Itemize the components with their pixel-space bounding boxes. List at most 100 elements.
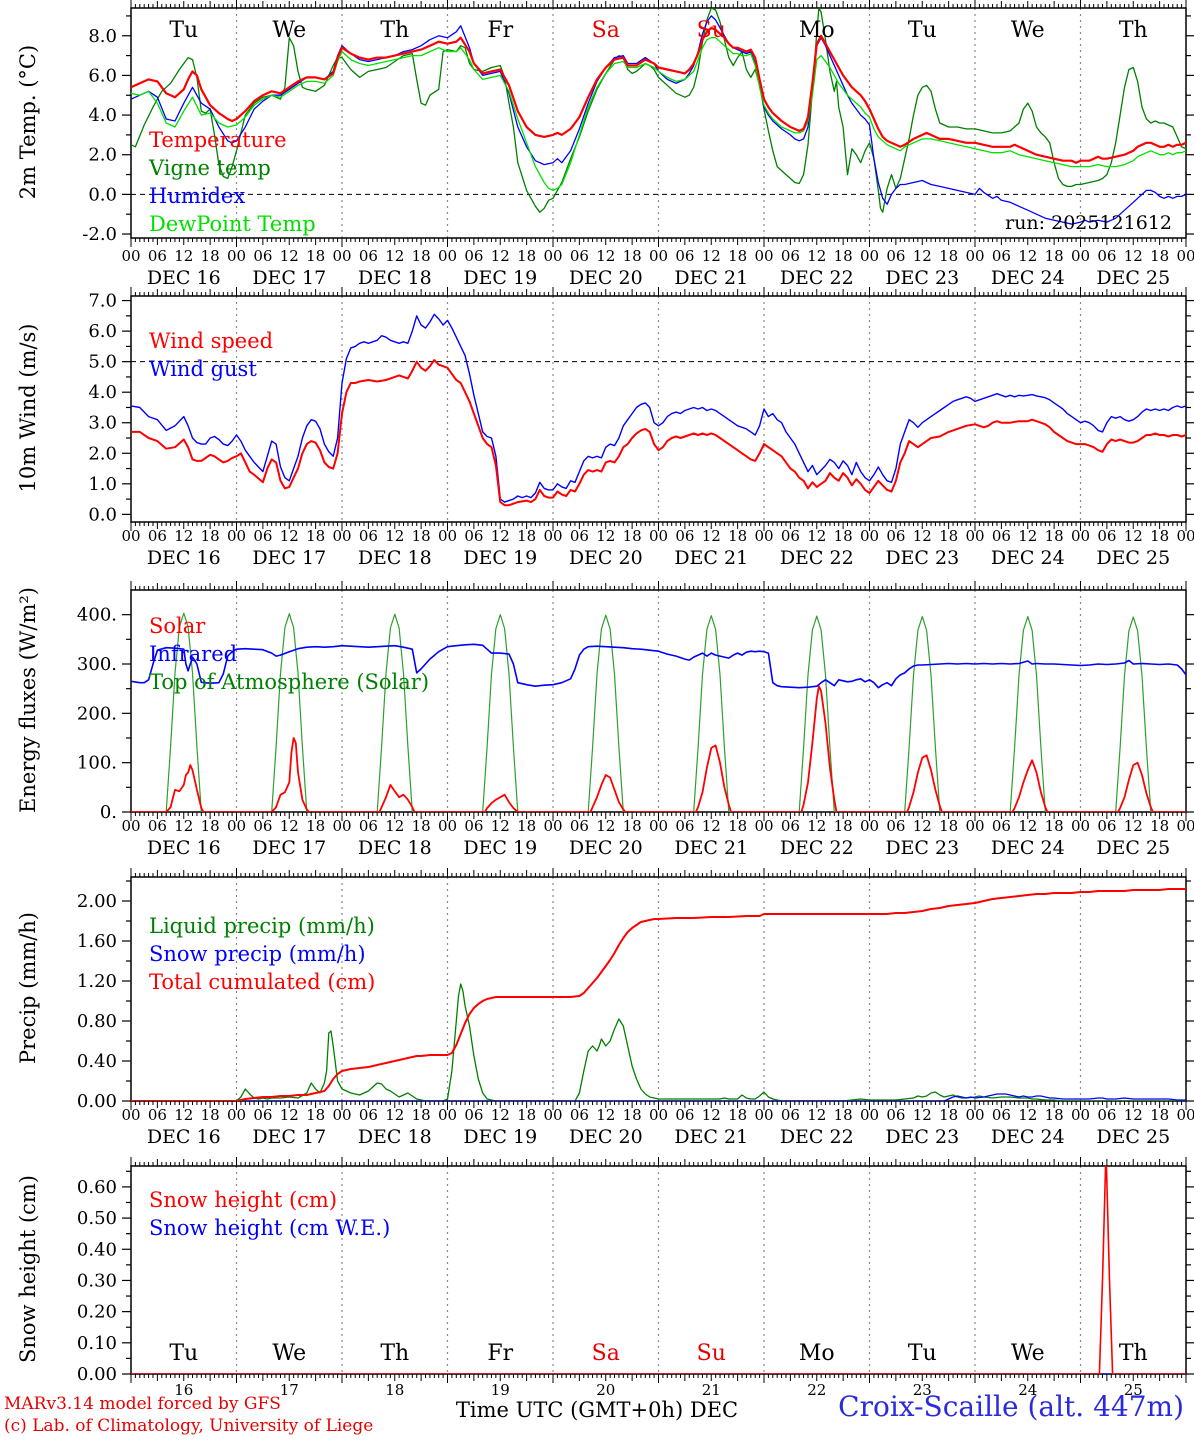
hour-tick-label: 18: [1045, 817, 1064, 835]
hour-tick-label: 18: [517, 1106, 536, 1124]
date-label: DEC 19: [463, 837, 537, 859]
hour-tick-label: 12: [280, 1106, 299, 1124]
dow-label: We: [1011, 18, 1045, 43]
date-label: DEC 22: [780, 837, 854, 859]
hour-tick-label: 12: [596, 527, 615, 545]
y-tick-label: 1.60: [77, 931, 117, 952]
hour-tick-label: 00: [332, 527, 351, 545]
legend-energy-1: Infrared: [149, 642, 237, 666]
hour-tick-label: 18: [412, 1106, 431, 1124]
hour-tick-label: 00: [332, 247, 351, 265]
date-label: DEC 20: [569, 837, 643, 859]
dow-label: We: [272, 18, 306, 43]
hour-tick-label: 18: [623, 527, 642, 545]
hour-tick-label: 00: [227, 247, 246, 265]
y-tick-label: 6.0: [88, 321, 117, 342]
hour-tick-label: 00: [1071, 817, 1090, 835]
hour-tick-label: 00: [1071, 247, 1090, 265]
date-label: DEC 21: [674, 837, 748, 859]
panel-wind: 0.0 1.0 2.0 3.0 4.0 5.0 6.0 7.0 Wind speed Wind g…: [88, 287, 1194, 569]
y-tick-label: 7.0: [88, 291, 117, 312]
day-number-label: 20: [596, 1381, 615, 1399]
y-tick-label: 0.0: [88, 184, 117, 205]
hour-tick-label: 06: [464, 247, 483, 265]
hour-tick-label: 00: [121, 247, 140, 265]
hour-tick-label: 00: [121, 1106, 140, 1124]
hour-tick-label: 00: [1176, 247, 1194, 265]
hour-tick-label: 12: [491, 247, 510, 265]
date-label: DEC 20: [569, 547, 643, 569]
hour-tick-label: 06: [992, 1106, 1011, 1124]
panel-frame: [130, 295, 1187, 523]
hour-tick-label: 12: [807, 247, 826, 265]
date-label: DEC 19: [463, 1126, 537, 1148]
y-tick-label: 8.0: [88, 26, 117, 47]
date-label: DEC 17: [252, 267, 326, 289]
dow-label: Tu: [908, 1341, 937, 1366]
day-number-label: 25: [1124, 1381, 1143, 1399]
hour-tick-label: 06: [992, 247, 1011, 265]
y-tick-label: 0.00: [77, 1364, 117, 1385]
hour-tick-label: 12: [702, 527, 721, 545]
legend-precip-0: Liquid precip (mm/h): [149, 914, 375, 938]
hour-tick-label: 06: [148, 247, 167, 265]
y-tick-label: 0.40: [77, 1239, 117, 1260]
hour-tick-label: 18: [412, 817, 431, 835]
hour-tick-label: 18: [939, 1106, 958, 1124]
hour-tick-label: 18: [412, 247, 431, 265]
panel-snow: 0.00 0.10 0.20 0.30 0.40 0.50 0.60 Snow height …: [77, 1157, 1194, 1399]
date-label: DEC 23: [885, 267, 959, 289]
hour-tick-label: 12: [913, 817, 932, 835]
series-humidex: [131, 15, 1186, 225]
date-label: DEC 25: [1096, 547, 1170, 569]
hour-tick-label: 18: [728, 527, 747, 545]
date-label: DEC 19: [463, 267, 537, 289]
y-tick-label: 0.60: [77, 1177, 117, 1198]
y-axis-title-snow: Snow height (cm): [16, 1175, 40, 1364]
hour-tick-label: 12: [913, 1106, 932, 1124]
hour-tick-label: 06: [359, 817, 378, 835]
hour-tick-label: 18: [201, 527, 220, 545]
x-ticks: [130, 0, 1187, 247]
hour-tick-label: 18: [623, 247, 642, 265]
hour-tick-label: 12: [280, 817, 299, 835]
hour-tick-label: 12: [1124, 817, 1143, 835]
dow-label: We: [1011, 1341, 1045, 1366]
legend-temp-3: DewPoint Temp: [149, 212, 316, 236]
hour-tick-label: 00: [754, 527, 773, 545]
hour-tick-label: 12: [807, 1106, 826, 1124]
y-tick-label: 1.0: [88, 474, 117, 495]
y-tick-label: 5.0: [88, 352, 117, 373]
date-label: DEC 23: [885, 547, 959, 569]
day-number-label: 22: [807, 1381, 826, 1399]
series-liquid-precip: [131, 983, 1186, 1101]
hour-tick-label: 06: [1097, 1106, 1116, 1124]
hour-tick-label: 12: [385, 817, 404, 835]
y-tick-label: 0.: [100, 802, 117, 823]
hour-tick-label: 18: [623, 817, 642, 835]
hour-tick-label: 00: [1176, 1106, 1194, 1124]
hour-tick-label: 00: [121, 817, 140, 835]
hour-tick-label: 06: [886, 527, 905, 545]
y-tick-label: 0.0: [88, 504, 117, 525]
y-tick-label: 100.: [77, 753, 117, 774]
hour-tick-label: 06: [1097, 527, 1116, 545]
y-tick-label: 0.80: [77, 1011, 117, 1032]
hour-tick-label: 18: [728, 817, 747, 835]
hour-tick-label: 12: [174, 527, 193, 545]
hour-tick-label: 06: [253, 527, 272, 545]
date-label: DEC 20: [569, 267, 643, 289]
hour-tick-label: 06: [675, 1106, 694, 1124]
day-number-label: 23: [913, 1381, 932, 1399]
hour-tick-label: 18: [517, 817, 536, 835]
hour-tick-label: 18: [834, 247, 853, 265]
hour-tick-label: 18: [201, 1106, 220, 1124]
hour-tick-label: 12: [596, 247, 615, 265]
series-total-cumulated: [131, 888, 1186, 1101]
hour-tick-label: 06: [1097, 817, 1116, 835]
hour-tick-label: 06: [675, 527, 694, 545]
dow-label: Tu: [169, 1341, 198, 1366]
legend-snow-0: Snow height (cm): [149, 1188, 337, 1212]
hour-tick-label: 18: [1150, 247, 1169, 265]
dow-label: Fr: [487, 1341, 513, 1366]
